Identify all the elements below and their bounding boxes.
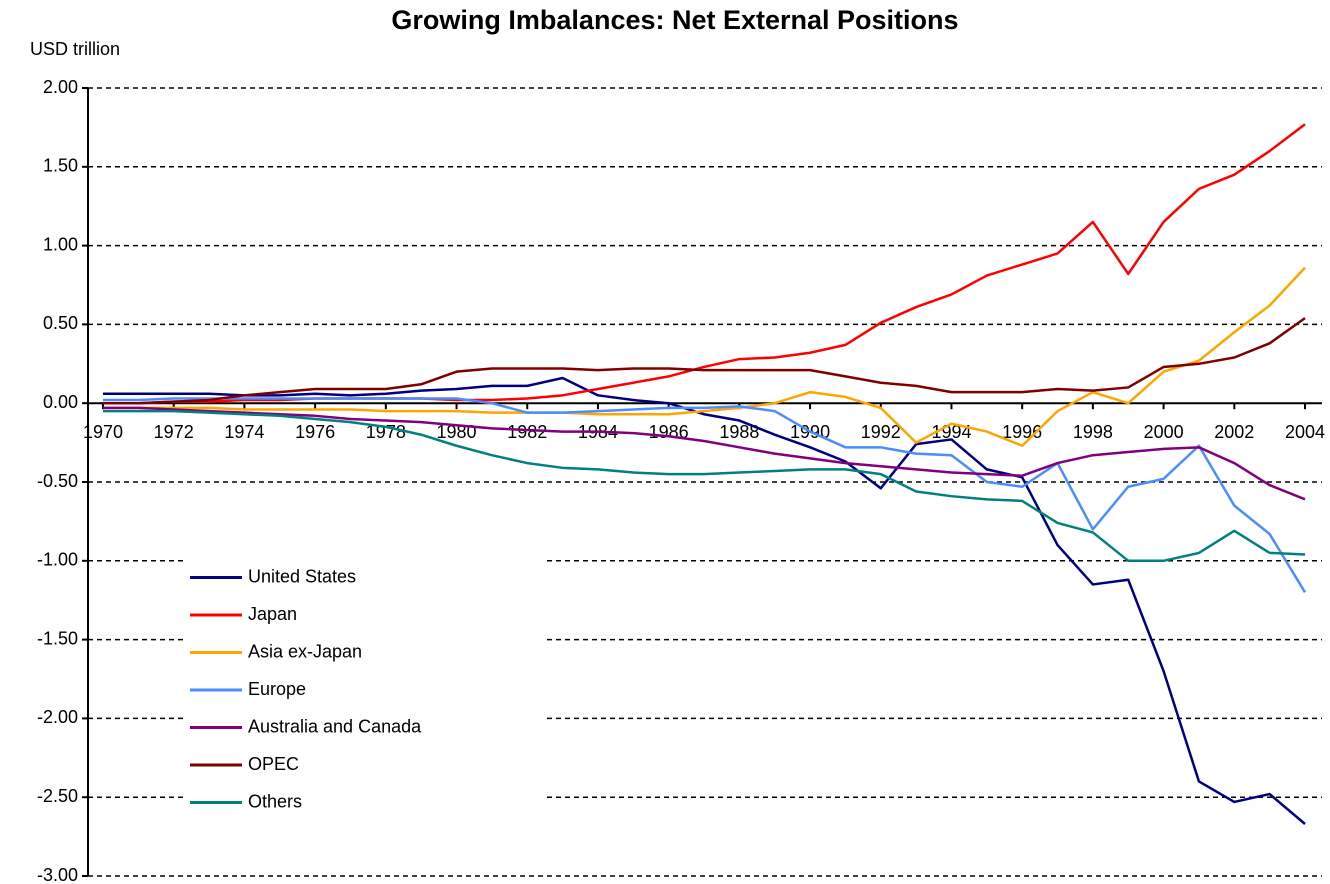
chart-title: Growing Imbalances: Net External Positio… bbox=[391, 5, 958, 35]
legend-label: United States bbox=[248, 566, 356, 586]
x-tick-label: 1978 bbox=[366, 422, 406, 442]
series-line bbox=[103, 397, 1307, 593]
x-tick-label: 1992 bbox=[861, 422, 901, 442]
legend-label: Europe bbox=[248, 679, 306, 699]
series-line bbox=[103, 266, 1306, 448]
x-tick-label: 1982 bbox=[507, 422, 547, 442]
y-tick-label: -1.50 bbox=[37, 628, 78, 648]
series-line bbox=[103, 317, 1306, 405]
legend: United States Japan Asia ex-Japan Europe Aus… bbox=[185, 559, 545, 842]
y-tick-label: -2.00 bbox=[37, 707, 78, 727]
legend-label: Asia ex-Japan bbox=[248, 641, 362, 661]
y-tick-label: -3.00 bbox=[37, 865, 78, 884]
x-tick-label: 1972 bbox=[154, 422, 194, 442]
series-line bbox=[103, 409, 1306, 563]
grid: 2.00 1.50 1.00 0.50 0.00 -0.50 -1.00 -1.50 -2.00… bbox=[37, 77, 1325, 884]
legend-label: Australia and Canada bbox=[248, 716, 422, 736]
x-tick-label: 2004 bbox=[1285, 422, 1325, 442]
y-tick-label: -1.00 bbox=[37, 550, 78, 570]
y-tick-label: 1.50 bbox=[43, 156, 78, 176]
x-tick-label: 2000 bbox=[1144, 422, 1184, 442]
x-tick-label: 2002 bbox=[1214, 422, 1254, 442]
legend-label: Japan bbox=[248, 604, 297, 624]
y-tick-label: 0.00 bbox=[43, 392, 78, 412]
series-line bbox=[103, 376, 1306, 825]
legend-label: Others bbox=[248, 791, 302, 811]
y-axis-label: USD trillion bbox=[30, 39, 120, 59]
y-tick-label: 2.00 bbox=[43, 77, 78, 97]
x-tick-label: 1974 bbox=[224, 422, 264, 442]
y-tick-label: 1.00 bbox=[43, 234, 78, 254]
x-tick-label: 1976 bbox=[295, 422, 335, 442]
x-tick-label: 1998 bbox=[1073, 422, 1113, 442]
plot bbox=[103, 123, 1307, 825]
legend-label: OPEC bbox=[248, 754, 299, 774]
x-tick-label: 1970 bbox=[83, 422, 123, 442]
y-tick-label: 0.50 bbox=[43, 313, 78, 333]
legend-box bbox=[185, 559, 545, 842]
series-line bbox=[103, 406, 1306, 501]
y-tick-label: -2.50 bbox=[37, 786, 78, 806]
x-tick-label: 1988 bbox=[719, 422, 759, 442]
y-tick-label: -0.50 bbox=[37, 471, 78, 491]
